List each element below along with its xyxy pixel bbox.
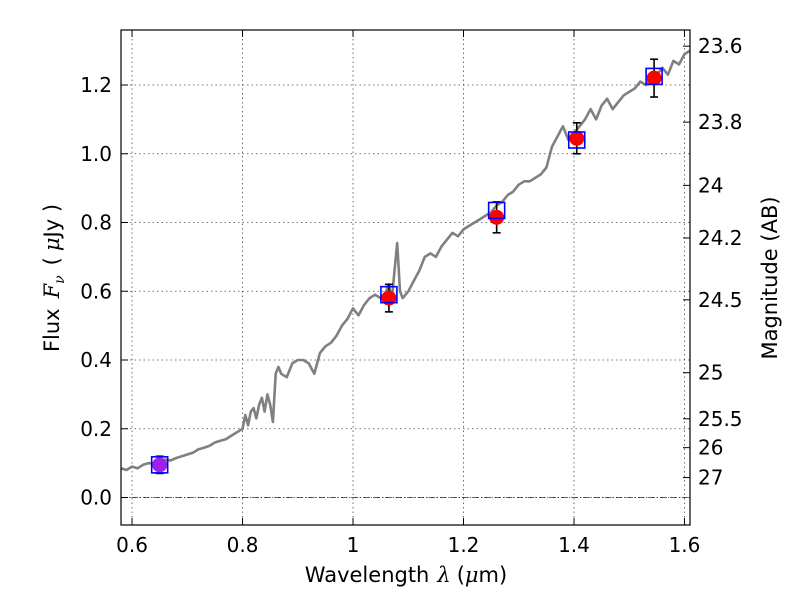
magnitude-tick-labels: 23.6 23.8 24 24.2 24.5 25 25.5 26 27 xyxy=(698,34,743,489)
axis-ticks xyxy=(121,30,690,525)
y-axis-unit-rest: Jy ) xyxy=(40,204,64,240)
model-points xyxy=(150,67,663,474)
magnitude-axis-title: Magnitude (AB) xyxy=(758,196,782,359)
x-tick-label-2: 1 xyxy=(347,533,360,557)
x-axis-lambda-symbol: λ xyxy=(436,563,450,587)
mag-tick-label-3: 24.2 xyxy=(698,226,743,250)
mag-tick-label-6: 25.5 xyxy=(698,407,743,431)
observed-point-4 xyxy=(646,70,662,86)
grid-lines xyxy=(121,30,690,525)
mag-tick-label-4: 24.5 xyxy=(698,288,743,312)
model-point-0 xyxy=(150,456,169,474)
x-tick-label-5: 1.6 xyxy=(669,533,701,557)
y-tick-label-1: 0.2 xyxy=(80,417,112,441)
x-tick-label-4: 1.4 xyxy=(558,533,590,557)
x-axis-unit-mu: μ xyxy=(465,563,479,587)
x-tick-label-3: 1.2 xyxy=(448,533,480,557)
y-tick-labels: 0.0 0.2 0.4 0.6 0.8 1.0 1.2 xyxy=(80,73,112,510)
y-tick-label-5: 1.0 xyxy=(80,142,112,166)
x-axis-title-prefix: Wavelength xyxy=(305,563,430,587)
x-tick-label-1: 0.8 xyxy=(227,533,259,557)
x-tick-label-0: 0.6 xyxy=(116,533,148,557)
y-tick-label-2: 0.4 xyxy=(80,348,112,372)
plot-frame xyxy=(120,29,691,526)
mag-tick-label-7: 26 xyxy=(698,436,723,460)
observed-point-2 xyxy=(489,209,505,225)
y-tick-label-6: 1.2 xyxy=(80,73,112,97)
y-axis-unit-mu: μ xyxy=(40,237,64,251)
y-axis-flux-subscript: ν xyxy=(52,275,68,284)
plot-area-background xyxy=(121,30,690,525)
model-point-2 xyxy=(487,201,506,220)
mag-tick-label-0: 23.6 xyxy=(698,34,743,58)
y-tick-label-3: 0.6 xyxy=(80,279,112,303)
x-axis-unit-open: ( xyxy=(457,563,465,587)
mag-tick-label-2: 24 xyxy=(698,173,723,197)
mag-tick-label-1: 23.8 xyxy=(698,110,743,134)
y-axis-flux-symbol: F xyxy=(40,282,64,299)
model-point-1 xyxy=(380,285,398,304)
y-axis-title-prefix: Flux xyxy=(40,308,64,352)
observed-point-3 xyxy=(569,130,585,146)
y-axis-unit-open: ( xyxy=(40,257,64,265)
mag-tick-label-8: 27 xyxy=(698,466,723,490)
model-point-4 xyxy=(645,67,663,86)
model-point-3 xyxy=(567,131,586,149)
y-tick-label-4: 0.8 xyxy=(80,211,112,235)
observed-points xyxy=(152,70,662,473)
y-tick-label-0: 0.0 xyxy=(80,486,112,510)
x-tick-labels: 0.6 0.8 1 1.2 1.4 1.6 xyxy=(116,533,700,557)
mag-tick-label-5: 25 xyxy=(698,361,723,385)
x-axis-unit-rest: m) xyxy=(479,563,508,587)
y-axis-title: Flux Fν ( μJy ) xyxy=(40,204,68,352)
x-axis-title: Wavelength λ (μm) xyxy=(305,563,507,587)
observed-point-1 xyxy=(381,290,397,306)
observed-point-0 xyxy=(152,457,168,473)
